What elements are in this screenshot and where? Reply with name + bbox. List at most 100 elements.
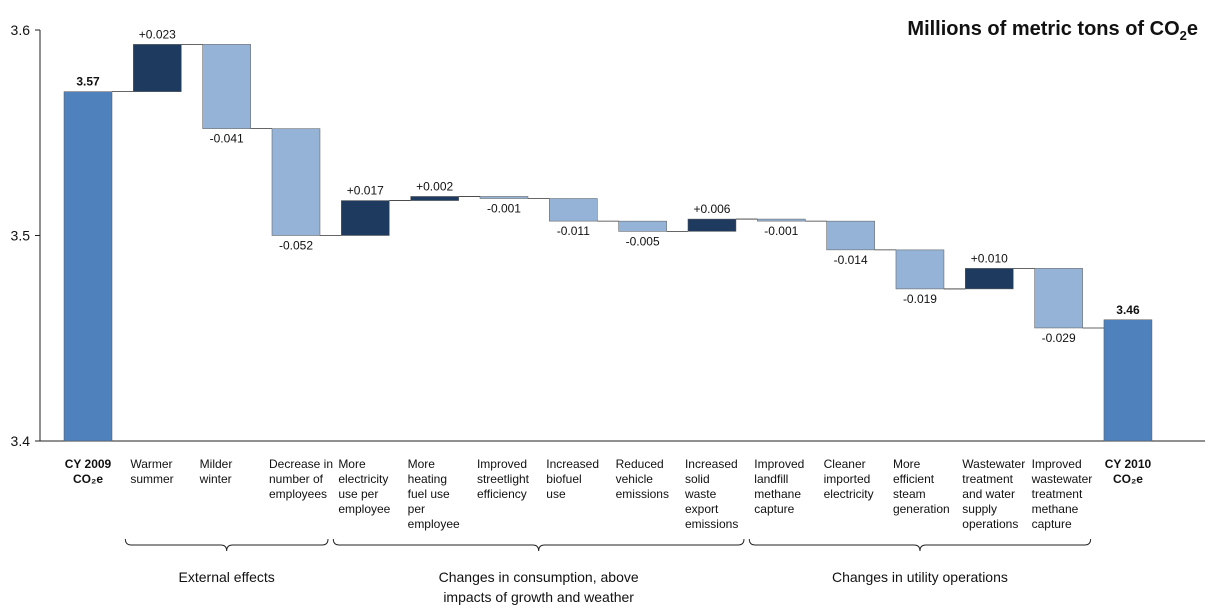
group-label: impacts of growth and weather (443, 589, 634, 605)
category-label: winter (199, 472, 232, 486)
data-label: 3.57 (76, 75, 100, 89)
category-label: capture (1032, 517, 1072, 531)
category-label: supply (962, 502, 997, 516)
bar-increase (341, 200, 390, 236)
category-label: summer (130, 472, 173, 486)
category-label: solid (685, 472, 710, 486)
data-label: -0.005 (626, 234, 660, 248)
category-label: Improved (477, 457, 527, 471)
category-label: emissions (685, 517, 738, 531)
category-label: methane (1032, 502, 1079, 516)
category-label: employees (269, 487, 327, 501)
data-label: +0.006 (693, 202, 730, 216)
data-label: -0.014 (834, 253, 868, 267)
category-label: generation (893, 502, 950, 516)
data-label: -0.011 (557, 224, 590, 238)
bar-decrease (618, 220, 667, 232)
category-label: employee (338, 502, 390, 516)
y-tick-label: 3.5 (11, 228, 31, 244)
category-label: Improved (754, 457, 804, 471)
category-label: More (408, 457, 436, 471)
bar-decrease (757, 218, 806, 222)
category-label: per (408, 502, 425, 516)
category-label: imported (824, 472, 871, 486)
category-label: efficient (893, 472, 935, 486)
category-label: Increased (546, 457, 599, 471)
category-label: steam (893, 487, 926, 501)
category-label: and water (962, 487, 1015, 501)
y-tick-label: 3.6 (11, 22, 31, 38)
category-label: electricity (824, 487, 874, 501)
category-label: landfill (754, 472, 788, 486)
bar-decrease (479, 196, 529, 199)
data-label: -0.029 (1042, 331, 1076, 345)
bar-increase (965, 268, 1014, 290)
bar-total (63, 91, 113, 442)
data-label: +0.010 (971, 251, 1008, 265)
category-label: operations (962, 517, 1018, 531)
category-label: efficiency (477, 487, 527, 501)
data-label: -0.001 (764, 224, 798, 238)
category-label: number of (269, 472, 324, 486)
bar-decrease (1034, 268, 1083, 329)
data-label: -0.052 (279, 239, 313, 253)
bar-decrease (549, 198, 598, 222)
bar-decrease (271, 128, 321, 236)
category-label: Cleaner (824, 457, 866, 471)
unit-label-subscript: 2 (1180, 28, 1187, 43)
group-label: Changes in consumption, above (439, 569, 639, 585)
data-label: -0.001 (487, 202, 521, 216)
category-label: fuel use (408, 487, 450, 501)
category-label: methane (754, 487, 801, 501)
category-label: Wastewater (962, 457, 1025, 471)
category-label: use per (338, 487, 378, 501)
group-label: External effects (179, 569, 275, 585)
group-brace (124, 538, 329, 552)
bar-decrease (895, 249, 945, 290)
bar-increase (687, 218, 737, 232)
unit-label-main: Millions of metric tons of CO (907, 18, 1179, 40)
category-label: CY 2010 (1105, 457, 1152, 471)
group-brace (748, 538, 1092, 552)
category-label: export (685, 502, 719, 516)
y-tick-label: 3.4 (11, 433, 31, 449)
category-label: Warmer (130, 457, 172, 471)
bar-increase (133, 44, 182, 92)
category-label: CO₂e (1113, 472, 1143, 486)
category-label: More (893, 457, 921, 471)
category-label: wastewater (1031, 472, 1093, 486)
data-label: 3.46 (1116, 303, 1140, 317)
unit-label-suffix: e (1187, 18, 1198, 40)
unit-label: Millions of metric tons of CO2e (907, 18, 1198, 43)
category-label: treatment (962, 472, 1013, 486)
category-label: vehicle (616, 472, 654, 486)
data-label: -0.041 (210, 132, 244, 146)
bar-decrease (202, 44, 251, 129)
group-label: Changes in utility operations (832, 569, 1008, 585)
category-label: capture (754, 502, 794, 516)
group-brace (332, 538, 745, 552)
bar-decrease (826, 220, 875, 251)
category-label: electricity (338, 472, 388, 486)
data-label: +0.017 (347, 184, 384, 198)
bar-increase (410, 196, 459, 201)
data-label: +0.023 (139, 27, 176, 41)
category-label: streetlight (477, 472, 530, 486)
category-label: Milder (200, 457, 233, 471)
category-label: heating (408, 472, 447, 486)
category-label: emissions (616, 487, 669, 501)
category-label: More (338, 457, 366, 471)
category-label: biofuel (546, 472, 581, 486)
category-label: Decrease in (269, 457, 333, 471)
category-label: waste (684, 487, 717, 501)
category-label: CY 2009 (65, 457, 112, 471)
category-label: Reduced (616, 457, 664, 471)
category-label: Increased (685, 457, 738, 471)
bar-total (1103, 319, 1153, 442)
data-label: +0.002 (416, 179, 453, 193)
category-label: Improved (1032, 457, 1082, 471)
data-label: -0.019 (903, 292, 937, 306)
category-label: employee (408, 517, 460, 531)
